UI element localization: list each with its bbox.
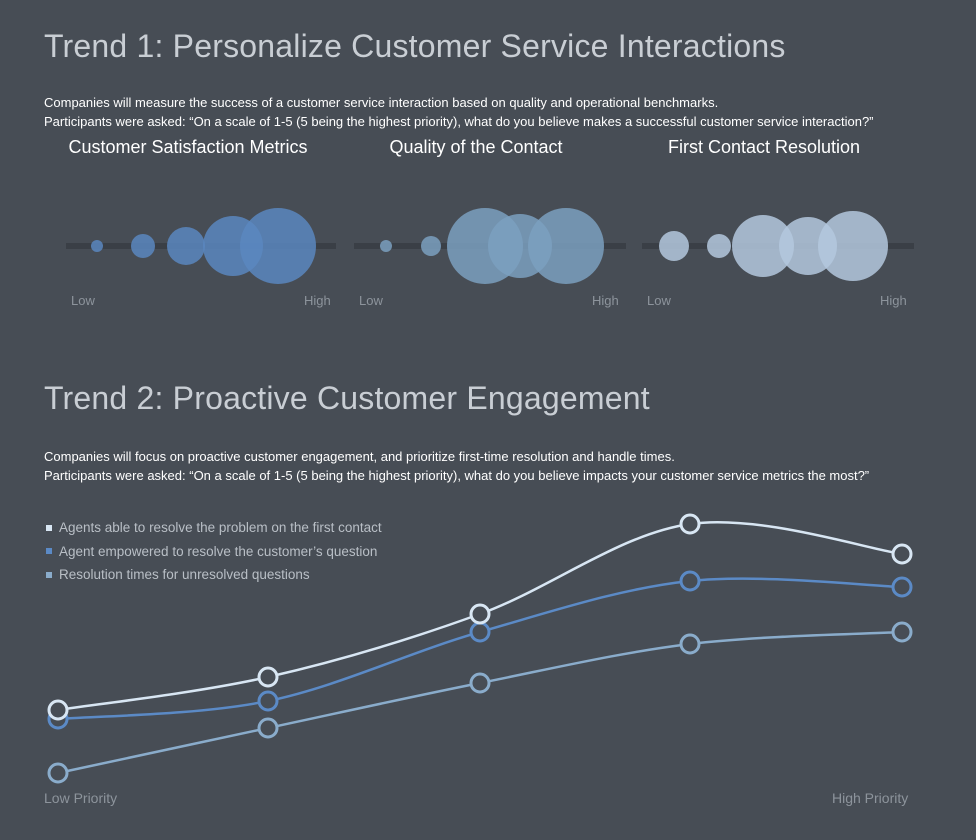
line-chart-legend: Agents able to resolve the problem on th… (46, 516, 382, 587)
x-label-low-priority: Low Priority (44, 790, 118, 806)
line-point-3-3 (469, 672, 491, 694)
line-point-2-5 (891, 576, 913, 598)
line-point-1-4 (679, 513, 701, 535)
bubble-chart-1-low: Low (71, 293, 95, 308)
line-point-1-2 (257, 666, 279, 688)
bubble-3 (732, 215, 794, 277)
bubble-2 (707, 234, 731, 258)
trend2-question: Participants were asked: “On a scale of … (44, 468, 870, 483)
trend1-question: Participants were asked: “On a scale of … (44, 114, 874, 129)
bubble-1 (659, 231, 689, 261)
trend1-title: Trend 1: Personalize Customer Service In… (44, 28, 786, 64)
bubble-chart-3-high: High (880, 293, 907, 308)
trend2-description: Companies will focus on proactive custom… (44, 449, 675, 464)
legend-label: Agent empowered to resolve the customer’… (59, 543, 378, 559)
bubble-chart-2-high: High (592, 293, 619, 308)
bubble-1 (380, 240, 392, 252)
legend-item: Resolution times for unresolved question… (46, 563, 382, 587)
line-series-3 (57, 630, 903, 775)
legend-item: Agents able to resolve the problem on th… (46, 516, 382, 540)
line-point-3-2 (257, 717, 279, 739)
line-point-3-1 (47, 762, 69, 784)
line-point-3-4 (679, 633, 701, 655)
bubble-5 (528, 208, 604, 284)
bubble-1 (91, 240, 103, 252)
legend-label: Agents able to resolve the problem on th… (59, 520, 382, 535)
line-point-2-2 (257, 690, 279, 712)
line-point-1-3 (469, 603, 491, 625)
bubble-2 (131, 234, 155, 258)
legend-swatch (46, 548, 52, 555)
bubble-chart-2-low: Low (359, 293, 383, 308)
bubble-chart-3-low: Low (647, 293, 671, 308)
line-series-2 (57, 577, 903, 721)
legend-item: Agent empowered to resolve the customer’… (46, 540, 382, 564)
trend1-description: Companies will measure the success of a … (44, 95, 719, 110)
line-point-3-5 (891, 621, 913, 643)
trend2-title: Trend 2: Proactive Customer Engagement (44, 380, 650, 416)
x-label-high-priority: High Priority (832, 790, 909, 806)
bubble-5 (818, 211, 888, 281)
bubble-2 (421, 236, 441, 256)
line-point-2-3 (469, 621, 491, 643)
line-point-1-5 (891, 543, 913, 565)
bubble-5 (240, 208, 316, 284)
bubble-chart-1-title: Customer Satisfaction Metrics (68, 137, 308, 157)
bubble-chart-1-high: High (304, 293, 331, 308)
line-point-2-4 (679, 570, 701, 592)
legend-swatch (46, 571, 52, 578)
bubble-chart-2-title: Quality of the Contact (389, 137, 563, 157)
legend-label: Resolution times for unresolved question… (59, 567, 310, 582)
line-point-1-1 (47, 699, 69, 721)
bubble-chart-3-title: First Contact Resolution (667, 137, 861, 157)
legend-swatch (46, 524, 52, 531)
bubble-3 (167, 227, 205, 265)
